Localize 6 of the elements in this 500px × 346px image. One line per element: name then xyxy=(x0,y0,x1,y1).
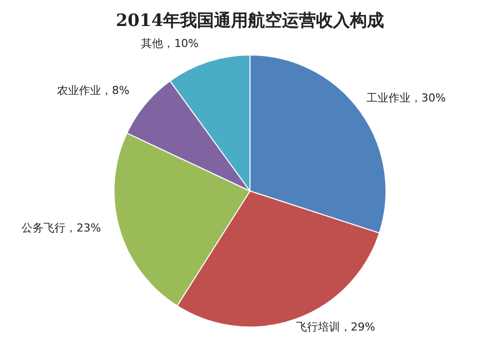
slice-label: 飞行培训，29% xyxy=(296,320,376,334)
chart-title: 2014年我国通用航空运营收入构成 xyxy=(114,10,386,33)
slice-label: 其他，10% xyxy=(141,36,199,50)
slice-label: 农业作业，8% xyxy=(56,84,130,97)
slice-label: 工业作业，30% xyxy=(366,91,446,104)
slice-label: 公务飞行，23% xyxy=(22,221,101,234)
